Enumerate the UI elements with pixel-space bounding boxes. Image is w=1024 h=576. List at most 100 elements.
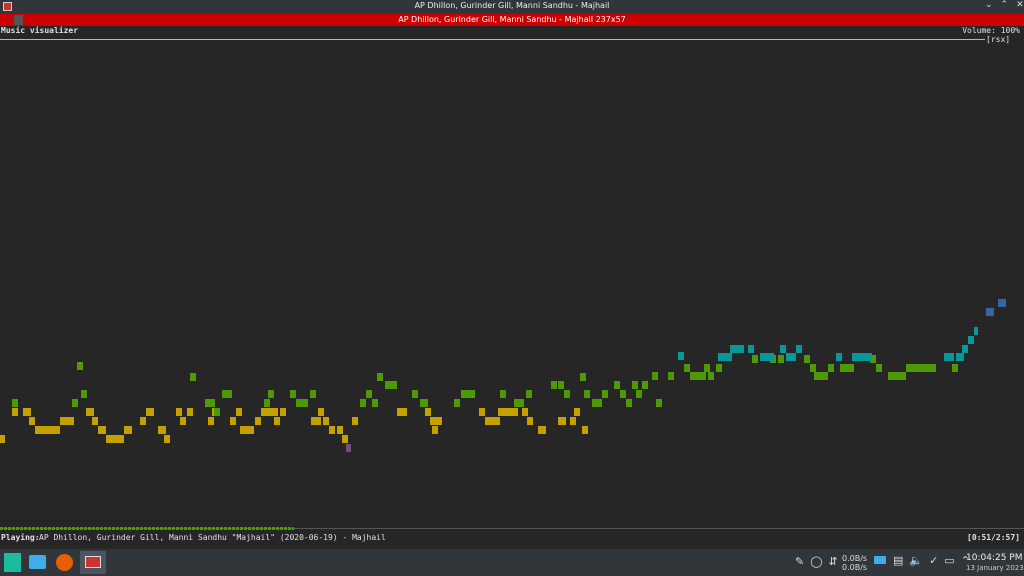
visualizer-block — [620, 390, 626, 398]
visualizer-block — [636, 390, 642, 398]
visualizer-block — [704, 364, 710, 372]
visualizer-block — [420, 399, 428, 407]
visualizer-block — [498, 408, 518, 416]
visualizer-block — [668, 372, 674, 380]
visualizer-block — [0, 435, 5, 443]
visualizer-block — [77, 362, 83, 370]
window-controls[interactable]: ⌄⌃✕ — [985, 0, 1024, 10]
visualizer-block — [708, 372, 714, 380]
visualizer-block — [840, 364, 854, 372]
visualizer-block — [98, 426, 106, 434]
visualizer-block — [346, 444, 351, 452]
visualizer-block — [494, 417, 500, 425]
visualizer-block — [526, 390, 532, 398]
visualizer-block — [176, 408, 182, 416]
clock-date[interactable]: 13 January 2023 — [966, 564, 1024, 572]
files-icon[interactable] — [29, 555, 46, 569]
visualizer-block — [290, 390, 296, 398]
visualizer-block — [311, 417, 321, 425]
tray-icons[interactable]: ✎◯⇵ — [795, 555, 844, 568]
visualizer-block — [690, 372, 696, 380]
visualizer-block — [430, 417, 436, 425]
visualizer-block — [140, 417, 146, 425]
visualizer-block — [432, 426, 438, 434]
visualizer-block — [366, 390, 372, 398]
visualizer-block — [214, 408, 220, 416]
visualizer-block — [296, 399, 302, 407]
visualizer-block — [968, 336, 974, 344]
visualizer-block — [240, 426, 254, 434]
terminal-task[interactable] — [80, 551, 106, 574]
visualizer-block — [538, 426, 546, 434]
visualizer-block — [522, 408, 528, 416]
visualizer-block — [574, 408, 580, 416]
visualizer-block — [514, 399, 524, 407]
visualizer-block — [310, 390, 316, 398]
status-label: Playing: — [1, 533, 40, 542]
visualizer-block — [92, 417, 98, 425]
visualizer-block — [551, 381, 557, 389]
visualizer-block — [425, 408, 431, 416]
visualizer-block — [377, 373, 383, 381]
tab-button[interactable] — [14, 15, 23, 25]
visualizer-block — [810, 364, 816, 372]
visualizer-block — [264, 399, 270, 407]
visualizer-block — [748, 345, 754, 353]
visualizer-block — [266, 408, 278, 416]
net-down: 0.0B/s — [842, 563, 868, 572]
visualizer-block — [888, 372, 906, 380]
tray-storage[interactable] — [874, 556, 886, 564]
visualizer-block — [570, 417, 576, 425]
visualizer-block — [385, 381, 397, 389]
visualizer-block — [302, 399, 308, 407]
visualizer-block — [274, 417, 280, 425]
visualizer-block — [500, 390, 506, 398]
visualizer-block — [998, 299, 1006, 307]
visualizer-block — [205, 399, 215, 407]
visualizer-block — [268, 390, 274, 398]
visualizer-block — [974, 327, 978, 335]
visualizer-block — [652, 372, 658, 380]
progress-track — [0, 528, 1024, 529]
visualizer-block — [602, 390, 608, 398]
visualizer-block — [614, 381, 620, 389]
visualizer-block — [236, 408, 242, 416]
tray-icons-2[interactable]: ▤🔈✓▭⌃ — [893, 554, 976, 567]
tab-title[interactable]: AP Dhillon, Gurinder Gill, Manni Sandhu … — [398, 15, 626, 24]
visualizer-block — [337, 426, 343, 434]
visualizer-block — [952, 364, 958, 372]
visualizer-block — [580, 373, 586, 381]
visualizer-block — [786, 353, 796, 361]
firefox-icon[interactable] — [56, 554, 73, 571]
visualizer-block — [72, 399, 78, 407]
visualizer-block — [642, 381, 648, 389]
visualizer-block — [814, 372, 828, 380]
visualizer-block — [564, 390, 570, 398]
visualizer-block — [694, 372, 700, 380]
clock-time[interactable]: 10:04:25 PM — [966, 553, 1023, 563]
visualizer-block — [584, 390, 590, 398]
now-playing: AP Dhillon, Gurinder Gill, Manni Sandhu … — [39, 533, 386, 542]
visualizer-block — [329, 426, 335, 434]
visualizer-block — [906, 364, 936, 372]
visualizer-block — [29, 417, 35, 425]
window-title: AP Dhillon, Gurinder Gill, Manni Sandhu … — [414, 1, 610, 10]
visualizer-block — [962, 345, 968, 353]
visualizer-block — [158, 426, 166, 434]
visualizer-block — [454, 399, 460, 407]
start-menu[interactable] — [4, 553, 21, 572]
visualizer-block — [261, 408, 267, 416]
tab-bar: AP Dhillon, Gurinder Gill, Manni Sandhu … — [0, 14, 1024, 26]
app-icon[interactable] — [3, 2, 12, 11]
visualizer-block — [780, 345, 786, 353]
visualizer-block — [752, 355, 758, 363]
visualizer-block — [342, 435, 348, 443]
visualizer-block — [190, 373, 196, 381]
visualizer-block — [678, 352, 684, 360]
visualizer-block — [828, 364, 834, 372]
visualizer-block — [280, 408, 286, 416]
visualizer-block — [436, 417, 442, 425]
visualizer-block — [876, 364, 882, 372]
visualizer-block — [656, 399, 662, 407]
